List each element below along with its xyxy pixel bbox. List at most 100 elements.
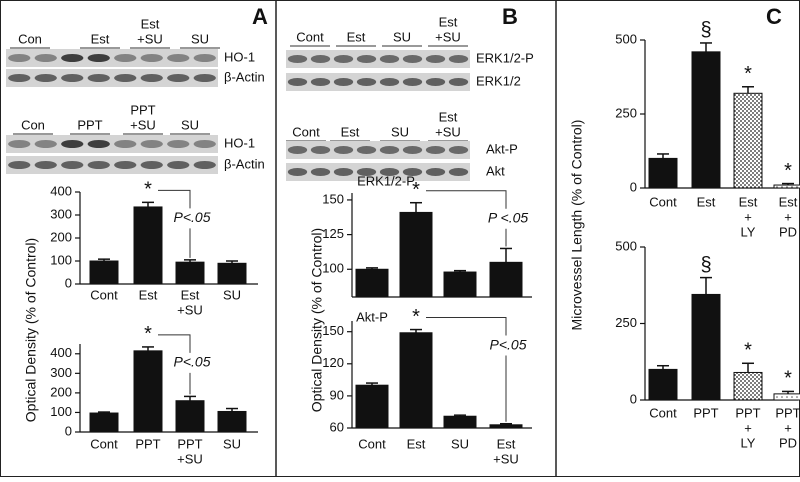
bar [175,400,205,433]
lane-label: Con [18,31,42,46]
blot-band [87,140,110,148]
lane-label: Est [347,29,366,44]
annotation: * [144,179,152,201]
blot-band [8,161,31,169]
annotation: P<.05 [174,209,211,225]
y-tick-label: 125 [322,226,344,241]
x-tick-label: Cont [649,405,677,420]
bar [489,261,523,298]
y-tick-label: 100 [50,252,72,267]
panel-label: C [766,4,782,29]
lane-label: Con [21,117,45,132]
blot [6,135,218,153]
blot-band [310,55,331,63]
blot-band [140,54,163,62]
y-tick-label: 500 [615,31,637,46]
blot-band [140,140,163,148]
blot-band [114,140,137,148]
x-tick-label: Est [407,436,426,451]
blot [6,156,218,174]
blot-band [310,168,331,176]
bar [175,261,205,285]
blot-band [333,146,354,154]
blot-band [34,161,57,169]
x-tick-label: PD [779,435,797,450]
blot-band [8,140,31,148]
lane-label: SU [393,29,411,44]
lane-label: PPT [77,117,102,132]
lane-label: SU [191,31,209,46]
bar [733,92,763,189]
y-tick-label: 90 [330,387,344,402]
blot-band [140,161,163,169]
annotation: * [784,160,792,182]
x-tick-label: SU [451,436,469,451]
lane-label: Est [341,124,360,139]
bar [355,384,389,429]
x-tick-label: SU [223,287,241,302]
x-tick-label: Est [497,436,516,451]
blot-band [193,140,216,148]
bar [443,271,477,298]
annotation: * [744,63,752,85]
annotation: P<.05 [174,354,211,370]
blot-band [61,74,84,82]
bracket [426,190,507,209]
x-tick-label: LY [741,224,756,239]
x-tick-label: PD [779,224,797,239]
bar [443,415,477,429]
bar [648,157,678,189]
blot-band [167,74,190,82]
bar [648,368,678,401]
blot-row-label: Akt-P [486,141,518,156]
bar [489,424,523,429]
blot-band [356,78,377,86]
bar [691,51,721,189]
x-tick-label: Cont [90,436,118,451]
y-tick-label: 0 [65,275,72,290]
y-tick-label: 120 [322,355,344,370]
y-tick-label: 400 [50,183,72,198]
lane-label: PPT [130,102,155,117]
blot-band [448,78,469,86]
lane-label: +SU [435,29,461,44]
blot-band [61,161,84,169]
blot-band [8,54,31,62]
x-tick-label: + [744,209,752,224]
annotation: * [144,323,152,345]
x-tick-label: PPT [135,436,160,451]
blot-band [448,55,469,63]
x-tick-label: + [744,420,752,435]
bar [773,393,800,401]
lane-label: +SU [137,31,163,46]
blot-band [167,54,190,62]
blot-band [87,74,110,82]
y-tick-label: 0 [65,423,72,438]
x-tick-label: +SU [493,451,519,466]
blot [6,49,218,67]
annotation: * [784,368,792,390]
blot-band [114,161,137,169]
x-tick-label: PPT [735,405,760,420]
blot-row-label: β-Actin [224,69,265,84]
blot-band [287,55,308,63]
blot-band [402,55,423,63]
x-tick-label: Cont [649,194,677,209]
bar [217,410,247,433]
lane-label: SU [391,124,409,139]
x-tick-label: SU [223,436,241,451]
blot-band [114,54,137,62]
annotation: * [744,340,752,362]
blot-band [379,55,400,63]
x-tick-label: PPT [693,405,718,420]
lane-label: Est [439,109,458,124]
lane-label: Est [439,14,458,29]
blot-row-label: HO-1 [224,135,255,150]
y-tick-label: 0 [630,179,637,194]
blot-band [61,54,84,62]
blot-band [402,168,423,176]
x-tick-label: LY [741,435,756,450]
y-axis-label: Optical Density (% of Control) [23,238,39,422]
x-tick-label: PPT [775,405,800,420]
